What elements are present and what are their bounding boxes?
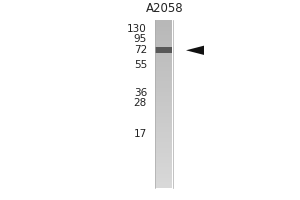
Text: 28: 28 [134,98,147,108]
Bar [154,77,172,79]
Bar [154,90,172,92]
Bar [154,69,172,71]
Bar [154,119,172,121]
Bar [154,176,172,178]
Bar [154,20,172,22]
Bar [154,22,172,25]
Bar [154,92,172,94]
Bar [154,100,172,102]
Bar [154,167,172,170]
Bar [154,67,172,69]
Bar [154,25,172,27]
Bar [154,46,172,48]
Bar [154,180,172,182]
Bar [154,109,172,111]
Bar [154,31,172,33]
Bar [154,123,172,125]
Bar [154,165,172,167]
Bar [154,146,172,148]
Bar [154,37,172,39]
Bar [154,140,172,142]
Bar [154,54,172,56]
Bar [154,35,172,37]
Bar [154,71,172,73]
Bar [154,142,172,144]
Bar [154,83,172,85]
Bar [154,29,172,31]
Bar [154,130,172,132]
Polygon shape [186,46,204,55]
Bar [154,64,172,67]
Bar [154,94,172,96]
Bar [154,43,172,46]
Bar [154,104,172,106]
Bar [154,155,172,157]
Bar [154,115,172,117]
Bar [154,132,172,134]
Bar [154,172,172,174]
Bar [154,174,172,176]
Text: A2058: A2058 [146,2,184,15]
Bar [154,117,172,119]
Text: 36: 36 [134,88,147,98]
Text: 17: 17 [134,129,147,139]
Bar [154,163,172,165]
Bar [154,121,172,123]
Bar [154,79,172,81]
Bar [154,113,172,115]
Bar [154,60,172,62]
Bar [154,73,172,75]
Bar [154,48,172,50]
Bar [154,81,172,83]
Bar [154,75,172,77]
Bar [154,127,172,130]
Bar [154,182,172,184]
Bar [154,88,172,90]
Bar [154,157,172,159]
Bar [154,85,172,88]
Bar [154,33,172,35]
Bar [154,136,172,138]
Bar [154,144,172,146]
Bar [154,170,172,172]
Bar [154,96,172,98]
Bar [154,151,172,153]
Text: 130: 130 [127,24,147,34]
Bar [154,138,172,140]
Bar [154,184,172,186]
Bar [154,58,172,60]
Bar [154,134,172,136]
Bar [154,56,172,58]
Bar [154,178,172,180]
Bar [154,47,172,53]
Bar [154,161,172,163]
Bar [154,102,172,104]
Bar [154,106,172,109]
Bar [154,27,172,29]
Bar [154,148,172,151]
Bar [154,98,172,100]
Bar [154,153,172,155]
Text: 55: 55 [134,60,147,70]
Bar [154,50,172,52]
Bar [154,52,172,54]
Text: 72: 72 [134,45,147,55]
Bar [154,159,172,161]
Bar [154,41,172,43]
Bar [154,39,172,41]
Bar [154,186,172,188]
Bar [154,111,172,113]
Bar [154,62,172,64]
Text: 95: 95 [134,34,147,44]
Bar [154,125,172,127]
